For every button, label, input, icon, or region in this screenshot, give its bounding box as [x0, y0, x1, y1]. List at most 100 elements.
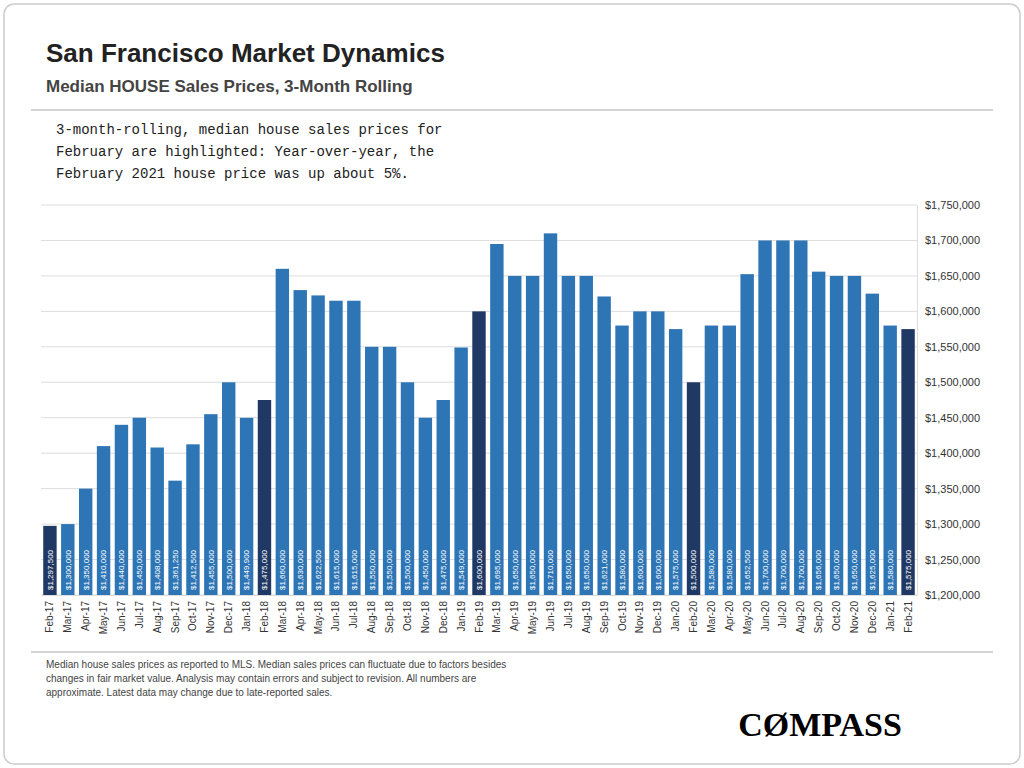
data-label: $1,500,000 [403, 549, 412, 590]
bar [329, 301, 342, 595]
bar [633, 311, 646, 595]
x-tick: Nov-18 [420, 601, 431, 634]
x-tick-label: Oct-18 [402, 601, 413, 631]
data-label: $1,500,000 [689, 549, 698, 590]
data-label: $1,549,000 [457, 549, 466, 590]
x-tick: Jul-18 [348, 601, 359, 629]
x-tick: Jul-19 [563, 601, 574, 629]
x-tick-label: Jan-18 [241, 601, 252, 632]
x-tick-label: Aug-17 [152, 601, 163, 634]
data-label: $1,450,000 [421, 549, 430, 590]
x-tick-label: Nov-17 [205, 601, 216, 634]
data-label: $1,455,000 [207, 549, 216, 590]
x-tick-label: Mar-20 [706, 601, 717, 633]
x-tick: Mar-19 [491, 601, 502, 633]
y-tick-label: $1,700,000 [925, 234, 980, 246]
x-tick: Mar-20 [706, 601, 717, 633]
y-tick-label: $1,750,000 [925, 199, 980, 211]
title: San Francisco Market Dynamics [46, 38, 445, 68]
y-tick: $1,450,000 [917, 412, 980, 424]
x-tick-label: Sep-18 [384, 601, 395, 634]
data-label: $1,550,000 [368, 549, 377, 590]
bar [115, 425, 128, 595]
bar [615, 326, 628, 595]
bar [669, 329, 682, 595]
x-tick: May-19 [527, 601, 538, 635]
data-label: $1,650,000 [528, 549, 537, 590]
y-tick-label: $1,550,000 [925, 341, 980, 353]
y-tick-label: $1,250,000 [925, 554, 980, 566]
x-tick-label: Oct-19 [617, 601, 628, 631]
y-tick: $1,750,000 [917, 199, 980, 211]
x-tick-label: Dec-18 [438, 601, 449, 634]
x-tick-label: Dec-19 [652, 601, 663, 634]
annotation-line: February are highlighted: Year-over-year… [56, 144, 434, 160]
x-tick-label: May-20 [742, 601, 753, 635]
bar [133, 418, 146, 595]
bar [61, 524, 74, 595]
bar [651, 311, 664, 595]
x-tick: Nov-17 [205, 601, 216, 634]
bar [437, 400, 450, 595]
x-tick-label: May-19 [527, 601, 538, 635]
annotation: 3-month-rolling, median house sales pric… [56, 122, 442, 182]
x-tick: Feb-17 [44, 601, 55, 633]
bars [43, 233, 915, 595]
y-tick-label: $1,350,000 [925, 483, 980, 495]
grid [41, 205, 917, 595]
x-tick-label: Apr-20 [724, 601, 735, 631]
x-tick: Apr-18 [295, 601, 306, 631]
x-tick-label: Jul-17 [134, 601, 145, 629]
footnote-line: changes in fair market value. Analysis m… [46, 673, 477, 684]
x-tick-label: Jul-18 [348, 601, 359, 629]
footnote-line: Median house sales prices as reported to… [46, 659, 506, 670]
x-tick-label: Jun-17 [116, 601, 127, 632]
x-tick-label: Aug-19 [581, 601, 592, 634]
x-tick-label: Apr-18 [295, 601, 306, 631]
x-tick: May-18 [313, 601, 324, 635]
x-tick-label: Feb-21 [903, 601, 914, 633]
y-tick-label: $1,450,000 [925, 412, 980, 424]
y-tick: $1,350,000 [917, 483, 980, 495]
x-tick: Mar-17 [62, 601, 73, 633]
x-tick-label: Feb-19 [474, 601, 485, 633]
data-label: $1,650,000 [850, 549, 859, 590]
x-tick: Aug-19 [581, 601, 592, 634]
data-label: $1,475,000 [439, 549, 448, 590]
x-tick: Jul-20 [777, 601, 788, 629]
x-tick: Aug-18 [366, 601, 377, 634]
data-label: $1,700,000 [779, 549, 788, 590]
x-tick-label: Mar-19 [491, 601, 502, 633]
y-tick: $1,600,000 [917, 305, 980, 317]
x-tick: Apr-19 [509, 601, 520, 631]
plot: $1,297,500$1,300,000$1,350,000$1,410,000… [41, 199, 980, 634]
x-axis-line [42, 595, 918, 596]
y-tick: $1,700,000 [917, 234, 980, 246]
x-tick: Dec-18 [438, 601, 449, 634]
data-label: $1,412,500 [189, 549, 198, 590]
x-tick: Sep-18 [384, 601, 395, 634]
bar [151, 448, 164, 595]
y-tick: $1,200,000 [917, 589, 980, 601]
x-tick: Feb-20 [688, 601, 699, 633]
grid-line [41, 205, 917, 206]
data-label: $1,410,000 [99, 549, 108, 590]
x-tick-label: Jul-19 [563, 601, 574, 629]
x-tick: Oct-17 [187, 601, 198, 631]
bar [294, 290, 307, 595]
bar [240, 418, 253, 595]
bar [168, 481, 181, 595]
bar [186, 444, 199, 595]
chart: San Francisco Market DynamicsMedian HOUS… [0, 0, 1024, 768]
x-tick-label: Sep-17 [170, 601, 181, 634]
bar [204, 414, 217, 595]
x-tick: Jan-21 [885, 601, 896, 632]
bar [883, 326, 896, 595]
bar [830, 276, 843, 595]
bar [490, 244, 503, 595]
data-label: $1,580,000 [618, 549, 627, 590]
bar [258, 400, 271, 595]
x-tick: Mar-18 [277, 601, 288, 633]
x-tick-label: Nov-20 [849, 601, 860, 634]
x-tick-label: Oct-17 [187, 601, 198, 631]
